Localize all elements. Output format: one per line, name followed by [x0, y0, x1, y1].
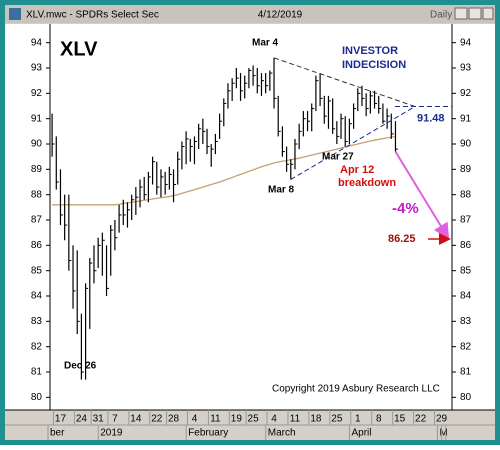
title-bar	[5, 5, 495, 23]
x-tick-label: 22	[151, 414, 163, 425]
x-tick-label: 15	[394, 414, 406, 425]
x-tick-label: 19	[231, 414, 243, 425]
x-tick-label: 25	[248, 414, 260, 425]
upper-trendline	[273, 57, 416, 107]
moving-average	[52, 135, 396, 206]
y-tick-label: 86	[31, 240, 43, 251]
x-tick-label: 25	[331, 414, 343, 425]
y-tick-label: 84	[31, 291, 43, 302]
copyright: Copyright 2019 Asbury Research LLC	[272, 384, 440, 395]
y-tick-label: 92	[31, 88, 43, 99]
window-title: XLV.mwc - SPDRs Select Sec	[26, 10, 159, 21]
y-tick-label: 82	[31, 341, 43, 352]
y-tick-label: 89	[31, 164, 43, 175]
y-tick-label-right: 87	[460, 215, 472, 226]
x-tick-label: 11	[210, 414, 221, 425]
y-tick-label-right: 93	[460, 63, 472, 74]
x-tick-label: 4	[271, 414, 277, 425]
x-tick-label: 18	[310, 414, 322, 425]
x-tick-label: 24	[76, 414, 88, 425]
window-date: 4/12/2019	[258, 10, 303, 21]
y-tick-label: 94	[31, 37, 43, 48]
y-tick-label-right: 82	[460, 341, 472, 352]
month-label: ber	[50, 428, 65, 439]
x-tick-label: 22	[415, 414, 427, 425]
projection-arrow	[394, 151, 450, 240]
y-tick-label: 80	[31, 392, 43, 403]
target-label: 86.25	[388, 233, 416, 245]
x-tick-label: 1	[355, 414, 361, 425]
breakdown-label: Apr 12	[340, 164, 374, 176]
x-tick-label: 31	[93, 414, 105, 425]
apex-label: 91.48	[417, 112, 445, 124]
app-icon	[9, 8, 21, 20]
y-tick-label-right: 84	[460, 291, 472, 302]
y-tick-label: 91	[31, 113, 43, 124]
lower-trendline	[290, 106, 416, 180]
month-label: April	[352, 428, 372, 439]
pivot-label: Mar 8	[268, 185, 295, 196]
y-tick-label: 93	[31, 63, 43, 74]
y-tick-label-right: 83	[460, 316, 472, 327]
x-tick-label: 29	[436, 414, 448, 425]
pivot-label: Dec 26	[64, 361, 97, 372]
pattern-label: INDECISION	[342, 59, 406, 71]
y-tick-label-right: 85	[460, 265, 472, 276]
y-tick-label-right: 86	[460, 240, 472, 251]
y-tick-label-right: 88	[460, 189, 472, 200]
y-tick-label: 87	[31, 215, 43, 226]
y-tick-label: 88	[31, 189, 43, 200]
y-tick-label-right: 90	[460, 139, 472, 150]
x-tick-label: 8	[376, 414, 382, 425]
y-tick-label: 85	[31, 265, 43, 276]
x-tick-label: 11	[290, 414, 301, 425]
month-label: 2019	[100, 428, 123, 439]
plot-background	[5, 24, 495, 410]
interval: Daily	[430, 10, 452, 21]
x-tick-label: 14	[130, 414, 142, 425]
y-tick-label: 83	[31, 316, 43, 327]
y-tick-label-right: 92	[460, 88, 472, 99]
x-tick-label: 7	[112, 414, 118, 425]
month-label: February	[188, 428, 228, 439]
month-label: M	[439, 428, 447, 439]
close-button[interactable]	[482, 7, 494, 20]
x-tick-label: 4	[192, 414, 198, 425]
pattern-label: INVESTOR	[342, 45, 398, 57]
pivot-label: Mar 27	[322, 152, 354, 163]
minimize-button[interactable]	[454, 7, 468, 20]
projection-label: -4%	[392, 200, 419, 217]
y-tick-label-right: 91	[460, 113, 472, 124]
x-tick-label: 28	[168, 414, 180, 425]
breakdown-label: breakdown	[338, 177, 396, 189]
y-tick-label: 90	[31, 139, 43, 150]
pivot-label: Mar 4	[252, 38, 279, 49]
symbol: XLV	[60, 38, 98, 60]
maximize-button[interactable]	[468, 7, 482, 20]
y-tick-label-right: 94	[460, 37, 472, 48]
y-tick-label-right: 81	[460, 367, 472, 378]
y-tick-label-right: 89	[460, 164, 472, 175]
y-tick-label: 81	[31, 367, 43, 378]
month-label: March	[268, 428, 296, 439]
y-tick-label-right: 80	[460, 392, 472, 403]
x-tick-label: 17	[55, 414, 67, 425]
